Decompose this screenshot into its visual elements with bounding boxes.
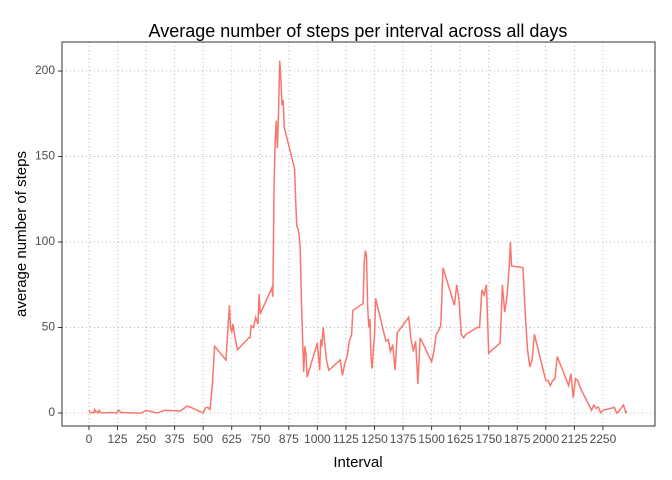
panel [62, 42, 655, 426]
y-tick-label: 200 [35, 63, 55, 77]
x-tick-label: 1000 [304, 432, 331, 446]
y-tick-label: 100 [35, 234, 55, 248]
x-tick-label: 1250 [361, 432, 388, 446]
x-tick-label: 2250 [590, 432, 617, 446]
x-tick-label: 1625 [447, 432, 474, 446]
x-tick-label: 0 [86, 432, 93, 446]
x-tick-label: 750 [250, 432, 270, 446]
panel-border [61, 41, 656, 427]
x-tick-label: 1500 [418, 432, 445, 446]
x-axis-label: Interval [333, 454, 382, 471]
data-line [88, 60, 628, 415]
x-tick-label: 2000 [532, 432, 559, 446]
x-tick-label: 875 [279, 432, 299, 446]
y-tick-label: 150 [35, 149, 55, 163]
x-tick-label: 625 [222, 432, 242, 446]
x-tick-label: 500 [193, 432, 213, 446]
x-tick-label: 1875 [504, 432, 531, 446]
y-tick-label: 50 [42, 320, 56, 334]
y-axis-label: average number of steps [13, 151, 30, 317]
x-tick-label: 250 [136, 432, 156, 446]
x-tick-label: 125 [107, 432, 127, 446]
y-tick-label: 0 [48, 405, 55, 419]
x-tick-label: 1750 [475, 432, 502, 446]
x-tick-label: 375 [165, 432, 185, 446]
chart-title: Average number of steps per interval acr… [149, 21, 568, 41]
x-tick-label: 1375 [390, 432, 417, 446]
x-tick-label: 2125 [561, 432, 588, 446]
x-tick-label: 1125 [333, 432, 359, 446]
